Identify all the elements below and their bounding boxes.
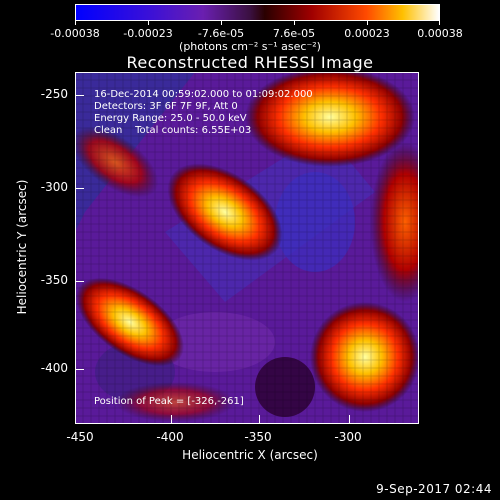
rhessi-image	[75, 72, 419, 424]
peak-position: Position of Peak = [-326,-261]	[94, 396, 244, 407]
x-tick-label: -350	[244, 430, 272, 444]
x-tick-label: -400	[156, 430, 184, 444]
colorbar-tick-label: -7.6e-05	[197, 27, 245, 40]
colorbar-tick-label: 7.6e-05	[272, 27, 316, 40]
colorbar-ticks	[75, 21, 440, 27]
info-energy: Energy Range: 25.0 - 50.0 keV	[94, 113, 247, 124]
colorbar-tick-label: 0.00038	[417, 27, 463, 40]
colorbar-tick-label: 0.00023	[344, 27, 390, 40]
y-tick-label: -250	[40, 87, 68, 101]
colorbar-tick-label: -0.00023	[123, 27, 173, 40]
info-time: 16-Dec-2014 00:59:02.000 to 01:09:02.000	[94, 89, 313, 100]
x-tick-label: -450	[66, 430, 94, 444]
plot-frame	[75, 72, 419, 424]
colorbar-tick-label: -0.00038	[50, 27, 100, 40]
info-algorithm: Clean Total counts: 6.55E+03	[94, 125, 252, 136]
y-tick-label: -350	[40, 273, 68, 287]
timestamp: 9-Sep-2017 02:44	[376, 482, 492, 496]
y-axis-title: Heliocentric Y (arcsec)	[15, 179, 29, 315]
image-title: Reconstructed RHESSI Image	[126, 53, 374, 72]
colorbar-units: (photons cm⁻² s⁻¹ asec⁻²)	[179, 40, 321, 53]
y-tick-label: -300	[40, 180, 68, 194]
x-axis-title: Heliocentric X (arcsec)	[182, 448, 318, 462]
y-tick-label: -400	[40, 361, 68, 375]
info-detectors: Detectors: 3F 6F 7F 9F, Att 0	[94, 101, 238, 112]
x-tick-label: -300	[334, 430, 362, 444]
colorbar	[75, 4, 440, 21]
